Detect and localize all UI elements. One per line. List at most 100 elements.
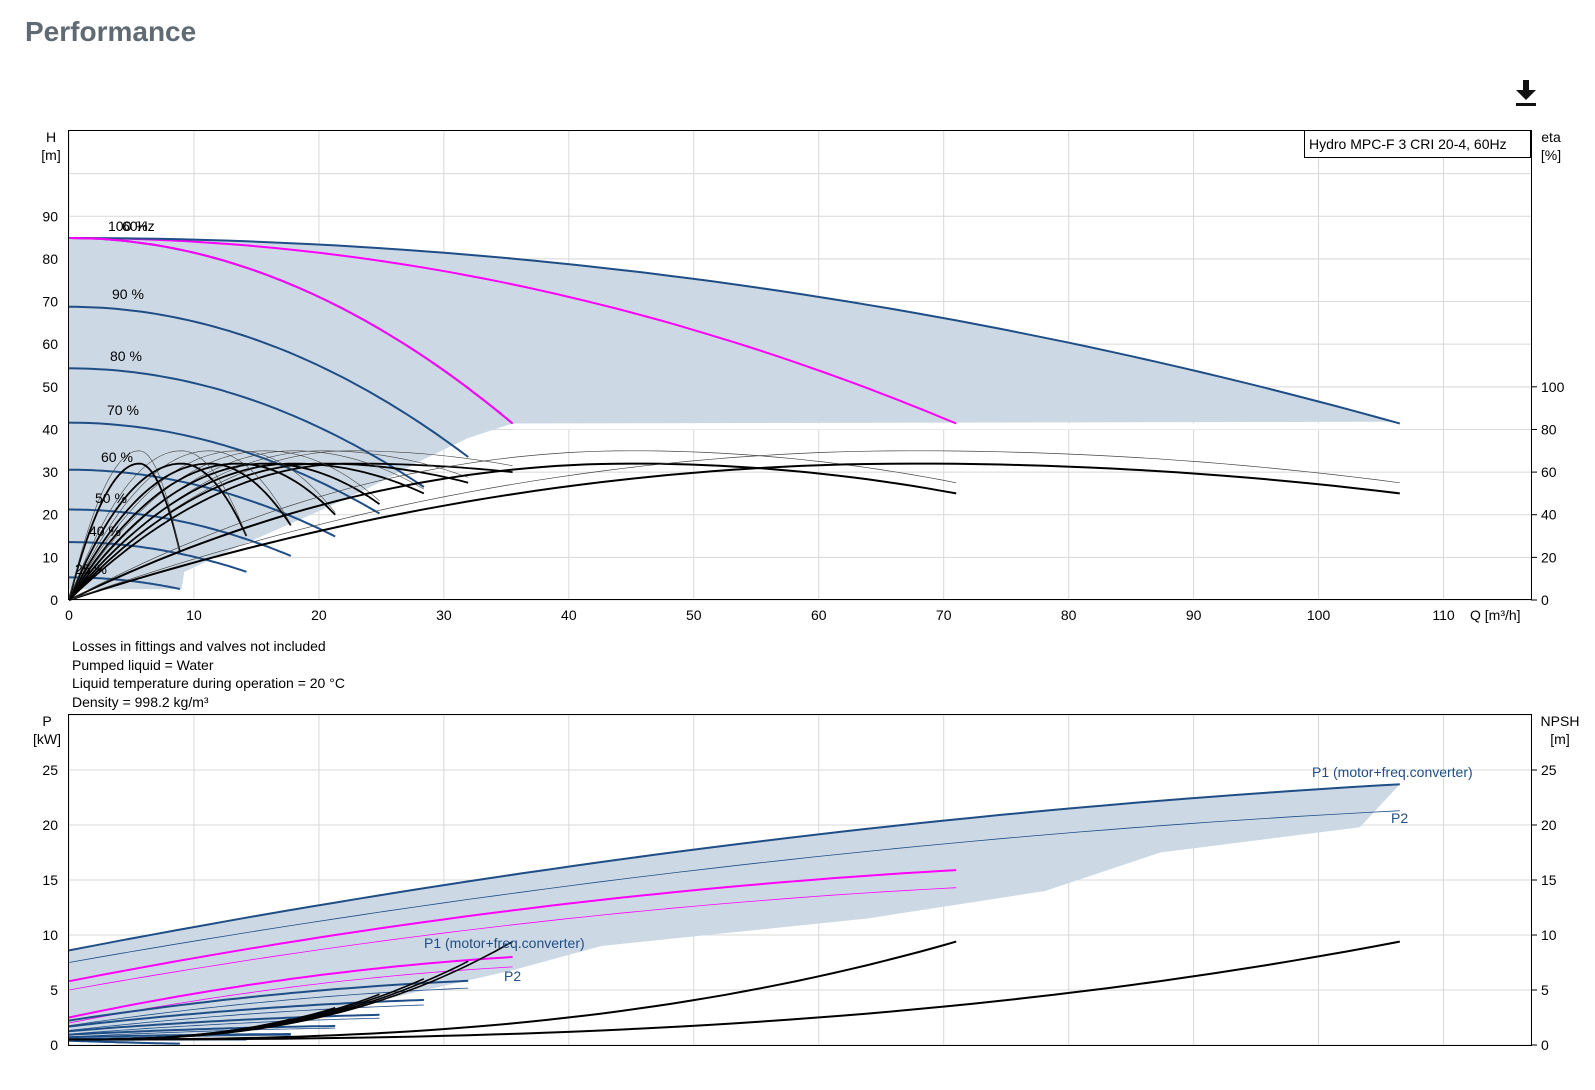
p-tick-label: 25 bbox=[42, 762, 58, 778]
p-tick-label: 20 bbox=[42, 817, 58, 833]
download-icon[interactable] bbox=[1512, 78, 1540, 110]
y-axis-unit-eta: [%] bbox=[1541, 147, 1561, 163]
x-tick-label: 110 bbox=[1432, 607, 1455, 623]
power-chart: 0 0 5 5 10 10 15 15 20 20 25 25 P [kW] NPSH [m] P1 … bbox=[33, 713, 1579, 1053]
legend-box bbox=[1304, 130, 1531, 158]
x-axis-label: Q [m³/h] bbox=[1470, 607, 1521, 623]
x-tick-label: 50 bbox=[686, 607, 702, 623]
y-tick-label: 60 bbox=[42, 336, 58, 352]
power-area-fill bbox=[69, 784, 1400, 1042]
y-axis-unit-p: [kW] bbox=[33, 731, 61, 747]
page-title: Performance bbox=[25, 16, 197, 47]
eta-curve-thin bbox=[68, 450, 380, 601]
x-tick-label: 100 bbox=[1307, 607, 1331, 623]
conditions-notes: Losses in fittings and valves not includ… bbox=[72, 637, 345, 711]
npsh-tick-label: 20 bbox=[1541, 817, 1557, 833]
head-curve-one-pump bbox=[68, 421, 380, 515]
eta-tick-label: 100 bbox=[1541, 379, 1565, 395]
x-tick-label: 70 bbox=[936, 607, 952, 623]
y-tick-label: 40 bbox=[42, 421, 58, 437]
x-tick-label: 40 bbox=[561, 607, 577, 623]
head-curve-three-pumps bbox=[68, 237, 1401, 425]
p2-label-three-pumps: P2 bbox=[1391, 810, 1408, 826]
eta-curve-thin bbox=[68, 450, 336, 601]
eta-tick-label: 80 bbox=[1541, 421, 1557, 437]
operating-area-fill bbox=[69, 238, 1394, 590]
eta-curve-one-pump bbox=[68, 462, 336, 601]
note-liquid: Pumped liquid = Water bbox=[72, 656, 214, 673]
speed-label-60: 60 % bbox=[101, 449, 133, 465]
power-curve-two-pumps-p1 bbox=[68, 869, 957, 983]
eta-curve-one-pump bbox=[68, 462, 181, 601]
p2-label-one-pump: P2 bbox=[504, 968, 521, 984]
power-curve-one-pump-p1 bbox=[68, 956, 513, 1019]
y-tick-label: 30 bbox=[42, 464, 58, 480]
eta-curve-thin bbox=[68, 450, 181, 601]
head-curve-one-pump-accent bbox=[68, 237, 514, 425]
speed-labels: 100 % 60Hz 90 % 80 % 70 % 60 % 50 % 40 %… bbox=[75, 218, 155, 577]
note-losses: Losses in fittings and valves not includ… bbox=[72, 638, 326, 654]
y-axis-unit-npsh: [m] bbox=[1550, 731, 1569, 747]
x-tick-label: 60 bbox=[811, 607, 827, 623]
y-axis-label-h: H bbox=[46, 129, 56, 145]
x-tick-label: 10 bbox=[186, 607, 202, 623]
speed-label-60hz: 60Hz bbox=[122, 218, 155, 234]
note-density: Density = 998.2 kg/m³ bbox=[72, 693, 209, 710]
y-axis-label-p: P bbox=[42, 713, 51, 729]
y-tick-label: 0 bbox=[50, 592, 58, 608]
npsh-tick-label: 15 bbox=[1541, 872, 1557, 888]
power-curve-reduced-p1 bbox=[68, 1033, 291, 1039]
speed-label-80: 80 % bbox=[110, 348, 142, 364]
x-tick-label: 0 bbox=[65, 607, 73, 623]
power-curves bbox=[68, 783, 1400, 1045]
x-tick-label: 80 bbox=[1061, 607, 1077, 623]
speed-label-50: 50 % bbox=[95, 490, 127, 506]
head-chart: 0 10 20 30 40 50 60 70 80 90 100 110 0 10 20 30 40 50 60 70… bbox=[41, 129, 1564, 623]
power-axis-ticks: 0 0 5 5 10 10 15 15 20 20 25 25 bbox=[42, 762, 1556, 1053]
y-axis-label-npsh: NPSH bbox=[1541, 713, 1580, 729]
eta-tick-label: 0 bbox=[1541, 592, 1549, 608]
npsh-tick-label: 0 bbox=[1541, 1037, 1549, 1053]
p-tick-label: 0 bbox=[50, 1037, 58, 1053]
speed-label-40: 40 % bbox=[89, 523, 121, 539]
y-tick-label: 10 bbox=[42, 549, 58, 565]
eta-curve-one-pump bbox=[68, 462, 381, 601]
note-temperature: Liquid temperature during operation = 20… bbox=[72, 675, 345, 692]
eta-tick-label: 20 bbox=[1541, 549, 1557, 565]
eta-curve-three-pumps bbox=[68, 462, 1400, 601]
area-edge bbox=[512, 423, 1400, 430]
speed-label-25: 25 % bbox=[75, 561, 107, 577]
y-tick-label: 20 bbox=[42, 507, 58, 523]
x-tick-label: 90 bbox=[1186, 607, 1202, 623]
eta-curve-one-pump bbox=[68, 462, 292, 601]
speed-label-90: 90 % bbox=[112, 286, 144, 302]
eta-curve-thin bbox=[68, 450, 425, 601]
head-curve-one-pump bbox=[69, 305, 469, 458]
eta-curve-thin bbox=[68, 450, 292, 601]
power-curve-reduced-p1 bbox=[68, 1013, 380, 1033]
power-curve-reduced-p2 bbox=[68, 1017, 380, 1035]
head-axis-ticks: 0 10 20 30 40 50 60 70 80 90 100 110 0 10 20 30 40 50 60 70… bbox=[42, 208, 1564, 623]
npsh-tick-label: 5 bbox=[1541, 982, 1549, 998]
speed-label-70: 70 % bbox=[107, 402, 139, 418]
operating-area bbox=[69, 238, 1400, 590]
legend-title: Hydro MPC-F 3 CRI 20-4, 60Hz bbox=[1309, 136, 1507, 152]
power-curve-three-pumps-p2 bbox=[68, 810, 1400, 963]
power-area bbox=[69, 784, 1400, 1042]
speed-label-100: 100 % bbox=[108, 218, 148, 234]
p1-label-one-pump: P1 (motor+freq.converter) bbox=[424, 935, 585, 951]
eta-curve-two-pumps bbox=[68, 462, 957, 601]
y-tick-label: 70 bbox=[42, 294, 58, 310]
y-tick-label: 50 bbox=[42, 379, 58, 395]
npsh-curve-three-pumps bbox=[69, 940, 1400, 1041]
eta-tick-label: 60 bbox=[1541, 464, 1557, 480]
power-curve-reduced-p2 bbox=[68, 1027, 336, 1038]
eta-curve-one-pump bbox=[68, 462, 425, 601]
p1-label-three-pumps: P1 (motor+freq.converter) bbox=[1312, 764, 1473, 780]
npsh-tick-label: 10 bbox=[1541, 927, 1557, 943]
power-curve-reduced-p1 bbox=[68, 979, 469, 1022]
power-curve-two-pumps-p2 bbox=[68, 887, 957, 991]
head-plot-frame bbox=[68, 130, 1532, 600]
eta-curve-one-pump bbox=[68, 462, 513, 601]
